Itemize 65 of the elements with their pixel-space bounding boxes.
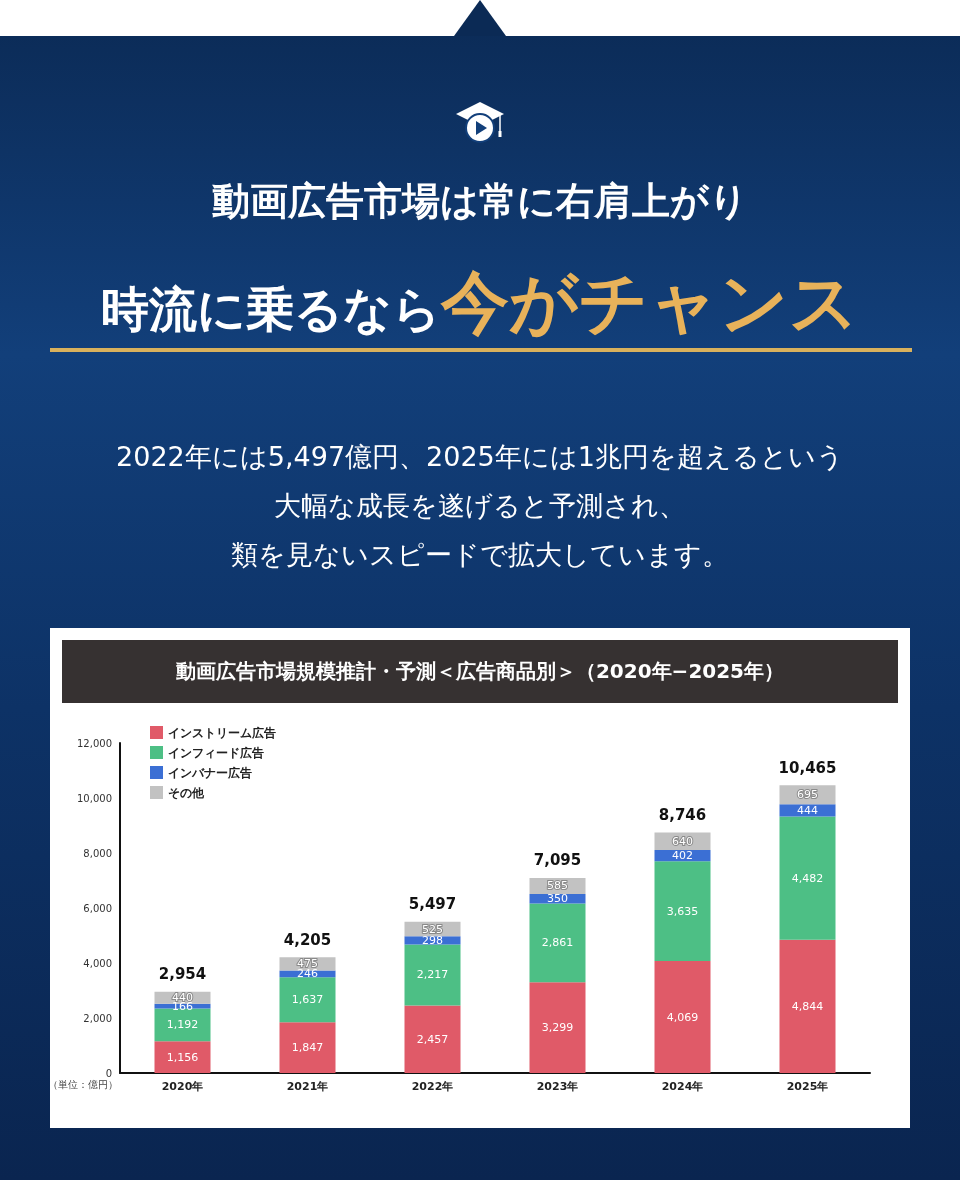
- data-label: 4,482: [791, 871, 824, 885]
- bar: [654, 961, 711, 1073]
- data-label: 4,069: [666, 1010, 699, 1024]
- data-label: 444: [797, 803, 818, 817]
- y-tick-label: 6,000: [83, 902, 112, 914]
- x-tick-label: 2023年: [536, 1080, 579, 1093]
- legend-label: インストリーム広告: [168, 725, 276, 740]
- data-label: 640: [672, 834, 693, 848]
- data-label: 3,299: [541, 1021, 574, 1035]
- bar: [654, 861, 711, 962]
- bar: [529, 903, 586, 983]
- bar: [154, 1041, 211, 1073]
- y-axis-title: （単位：億円）: [48, 1078, 118, 1090]
- y-tick-label: 4,000: [83, 957, 112, 969]
- bar: [779, 804, 836, 817]
- bar: [779, 816, 836, 940]
- x-tick-label: 2025年: [786, 1080, 829, 1093]
- bar: [404, 1005, 461, 1073]
- x-tick-label: 2024年: [661, 1080, 704, 1093]
- y-tick-label: 2,000: [83, 1012, 112, 1024]
- data-label: 2,217: [416, 968, 449, 982]
- data-label: 2,457: [416, 1032, 449, 1046]
- data-label: 1,637: [291, 993, 324, 1007]
- text: 類を見ないスピードで拡大しています。: [230, 538, 730, 572]
- bar: [529, 982, 586, 1073]
- total-label: 2,954: [158, 965, 207, 984]
- total-label: 10,465: [778, 758, 837, 777]
- chart-title: 動画広告市場規模推計・予測＜広告商品別＞（2020年−2025年）: [62, 640, 898, 703]
- data-label: 402: [672, 849, 693, 863]
- x-tick-label: 2020年: [161, 1080, 204, 1093]
- text: 今がチャンス: [441, 263, 859, 342]
- data-label: 525: [422, 922, 443, 936]
- data-label: 2,861: [541, 936, 574, 950]
- data-label: 695: [797, 788, 818, 802]
- data-label: 585: [547, 879, 568, 893]
- data-label: 3,635: [666, 904, 699, 918]
- x-tick-label: 2022年: [411, 1080, 454, 1093]
- data-label: 298: [422, 933, 443, 947]
- bar: [279, 1022, 336, 1073]
- legend-label: インフィード広告: [168, 745, 264, 760]
- text: 時流に乗るなら: [101, 281, 441, 337]
- data-label: 4,844: [791, 999, 824, 1013]
- total-label: 8,746: [658, 805, 707, 824]
- total-label: 4,205: [283, 930, 332, 949]
- legend-label: その他: [168, 785, 205, 800]
- total-label: 5,497: [408, 895, 457, 914]
- y-tick-label: 12,000: [77, 737, 112, 749]
- x-tick-label: 2021年: [286, 1080, 329, 1093]
- text: 動画広告市場は常に右肩上がり: [211, 178, 749, 225]
- data-label: 1,847: [291, 1041, 324, 1055]
- bar: [279, 977, 336, 1023]
- data-label: 246: [297, 967, 318, 981]
- data-label: 350: [547, 892, 568, 906]
- data-label: 1,192: [166, 1018, 199, 1032]
- bar: [404, 944, 461, 1006]
- legend-label: インバナー広告: [168, 765, 252, 780]
- text: 大幅な成長を遂げると予測され、: [273, 489, 687, 523]
- bar: [154, 1008, 211, 1042]
- data-label: 1,156: [166, 1050, 199, 1064]
- bar: [779, 939, 836, 1073]
- y-tick-label: 0: [105, 1067, 112, 1079]
- y-tick-label: 8,000: [83, 847, 112, 859]
- total-label: 7,095: [533, 851, 582, 870]
- text: 2022年には5,497億円、2025年には1兆円を超えるという: [115, 440, 845, 474]
- y-tick-label: 10,000: [77, 792, 112, 804]
